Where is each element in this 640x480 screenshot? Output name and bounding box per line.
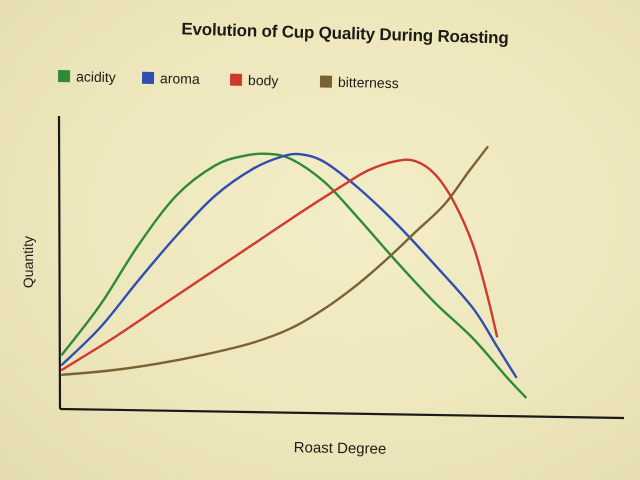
series-line-aroma	[60, 152, 518, 379]
series-line-acidity	[60, 152, 527, 399]
series-layer	[60, 146, 527, 399]
series-line-bitterness	[60, 146, 489, 376]
x-axis-line	[59, 407, 625, 420]
series-line-body	[60, 158, 499, 371]
y-axis-line	[57, 115, 62, 410]
